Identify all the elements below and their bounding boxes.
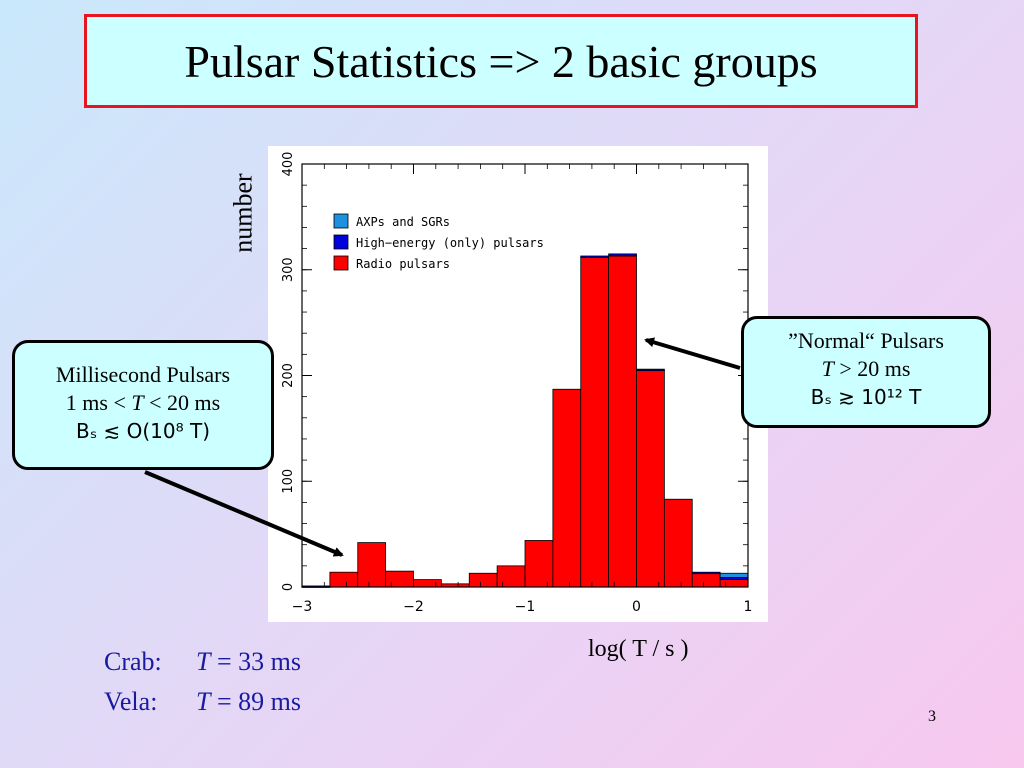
- legend-swatch: [333, 255, 349, 271]
- legend-label: Radio pulsars: [356, 257, 450, 271]
- normal-pulsars-callout: ”Normal“ Pulsars T > 20 ms Bₛ ≳ 10¹² T: [741, 316, 991, 428]
- crab-line: Crab: T = 33 ms: [104, 642, 301, 682]
- normal-formula: Bₛ ≳ 10¹² T: [810, 385, 922, 409]
- x-tick-label: 1: [744, 599, 753, 615]
- y-tick-label: 0: [281, 583, 296, 591]
- high-energy-bar: [636, 368, 665, 372]
- normal-range-post: > 20 ms: [833, 356, 911, 381]
- y-tick-label: 100: [281, 469, 296, 494]
- legend-label: AXPs and SGRs: [356, 215, 450, 229]
- vela-label: Vela:: [104, 687, 158, 716]
- y-tick-label: 400: [281, 152, 296, 177]
- radio-pulsars-bar: [524, 540, 554, 588]
- radio-pulsars-bar: [357, 542, 387, 588]
- radio-pulsars-bar: [552, 388, 582, 588]
- y-tick-label: 300: [281, 257, 296, 282]
- legend-label: High−energy (only) pulsars: [356, 236, 544, 250]
- legend-swatch: [333, 213, 349, 229]
- x-tick-label: −3: [292, 599, 313, 615]
- legend-swatch: [333, 234, 349, 250]
- millisecond-range-var: T: [131, 390, 144, 415]
- normal-title: ”Normal“ Pulsars: [788, 328, 944, 353]
- millisecond-range: 1 ms < T < 20 ms: [15, 389, 271, 417]
- millisecond-range-pre: 1 ms <: [65, 390, 132, 415]
- millisecond-formula: Bₛ ≲ O(10⁸ T): [75, 419, 211, 443]
- x-tick-label: −2: [403, 599, 424, 615]
- crab-var: T: [196, 647, 211, 676]
- vela-line: Vela: T = 89 ms: [104, 682, 301, 722]
- title-box: Pulsar Statistics => 2 basic groups: [84, 14, 918, 108]
- histogram-plot: −3 −2 −1 0 1 0 100 200 300 400 AXPs and SGRs High−e…: [268, 146, 768, 622]
- y-tick-label: 200: [281, 363, 296, 388]
- crab-label: Crab:: [104, 647, 162, 676]
- millisecond-pulsars-callout: Millisecond Pulsars 1 ms < T < 20 ms Bₛ …: [12, 340, 274, 470]
- normal-range: T > 20 ms: [744, 355, 988, 383]
- normal-range-var: T: [821, 356, 834, 381]
- radio-pulsars-bar: [663, 498, 693, 588]
- high-energy-bar: [608, 253, 637, 257]
- vela-var: T: [196, 687, 211, 716]
- millisecond-range-post: < 20 ms: [143, 390, 221, 415]
- normal-arrow: [644, 337, 741, 370]
- millisecond-arrow: [144, 470, 344, 557]
- vela-value: = 89 ms: [210, 687, 301, 716]
- example-pulsars: Crab: T = 33 ms Vela: T = 89 ms: [104, 642, 301, 722]
- slide-title: Pulsar Statistics => 2 basic groups: [184, 35, 818, 87]
- histogram-svg: −3 −2 −1 0 1 0 100 200 300 400 AXPs and SGRs High−e…: [281, 152, 753, 615]
- crab-value: = 33 ms: [210, 647, 301, 676]
- x-axis-label: log( T / s ): [588, 636, 689, 662]
- slide-number: 3: [928, 708, 936, 725]
- millisecond-title: Millisecond Pulsars: [55, 362, 231, 387]
- x-tick-label: 0: [632, 599, 641, 615]
- x-tick-label: −1: [515, 599, 536, 615]
- radio-pulsars-bar: [580, 256, 610, 588]
